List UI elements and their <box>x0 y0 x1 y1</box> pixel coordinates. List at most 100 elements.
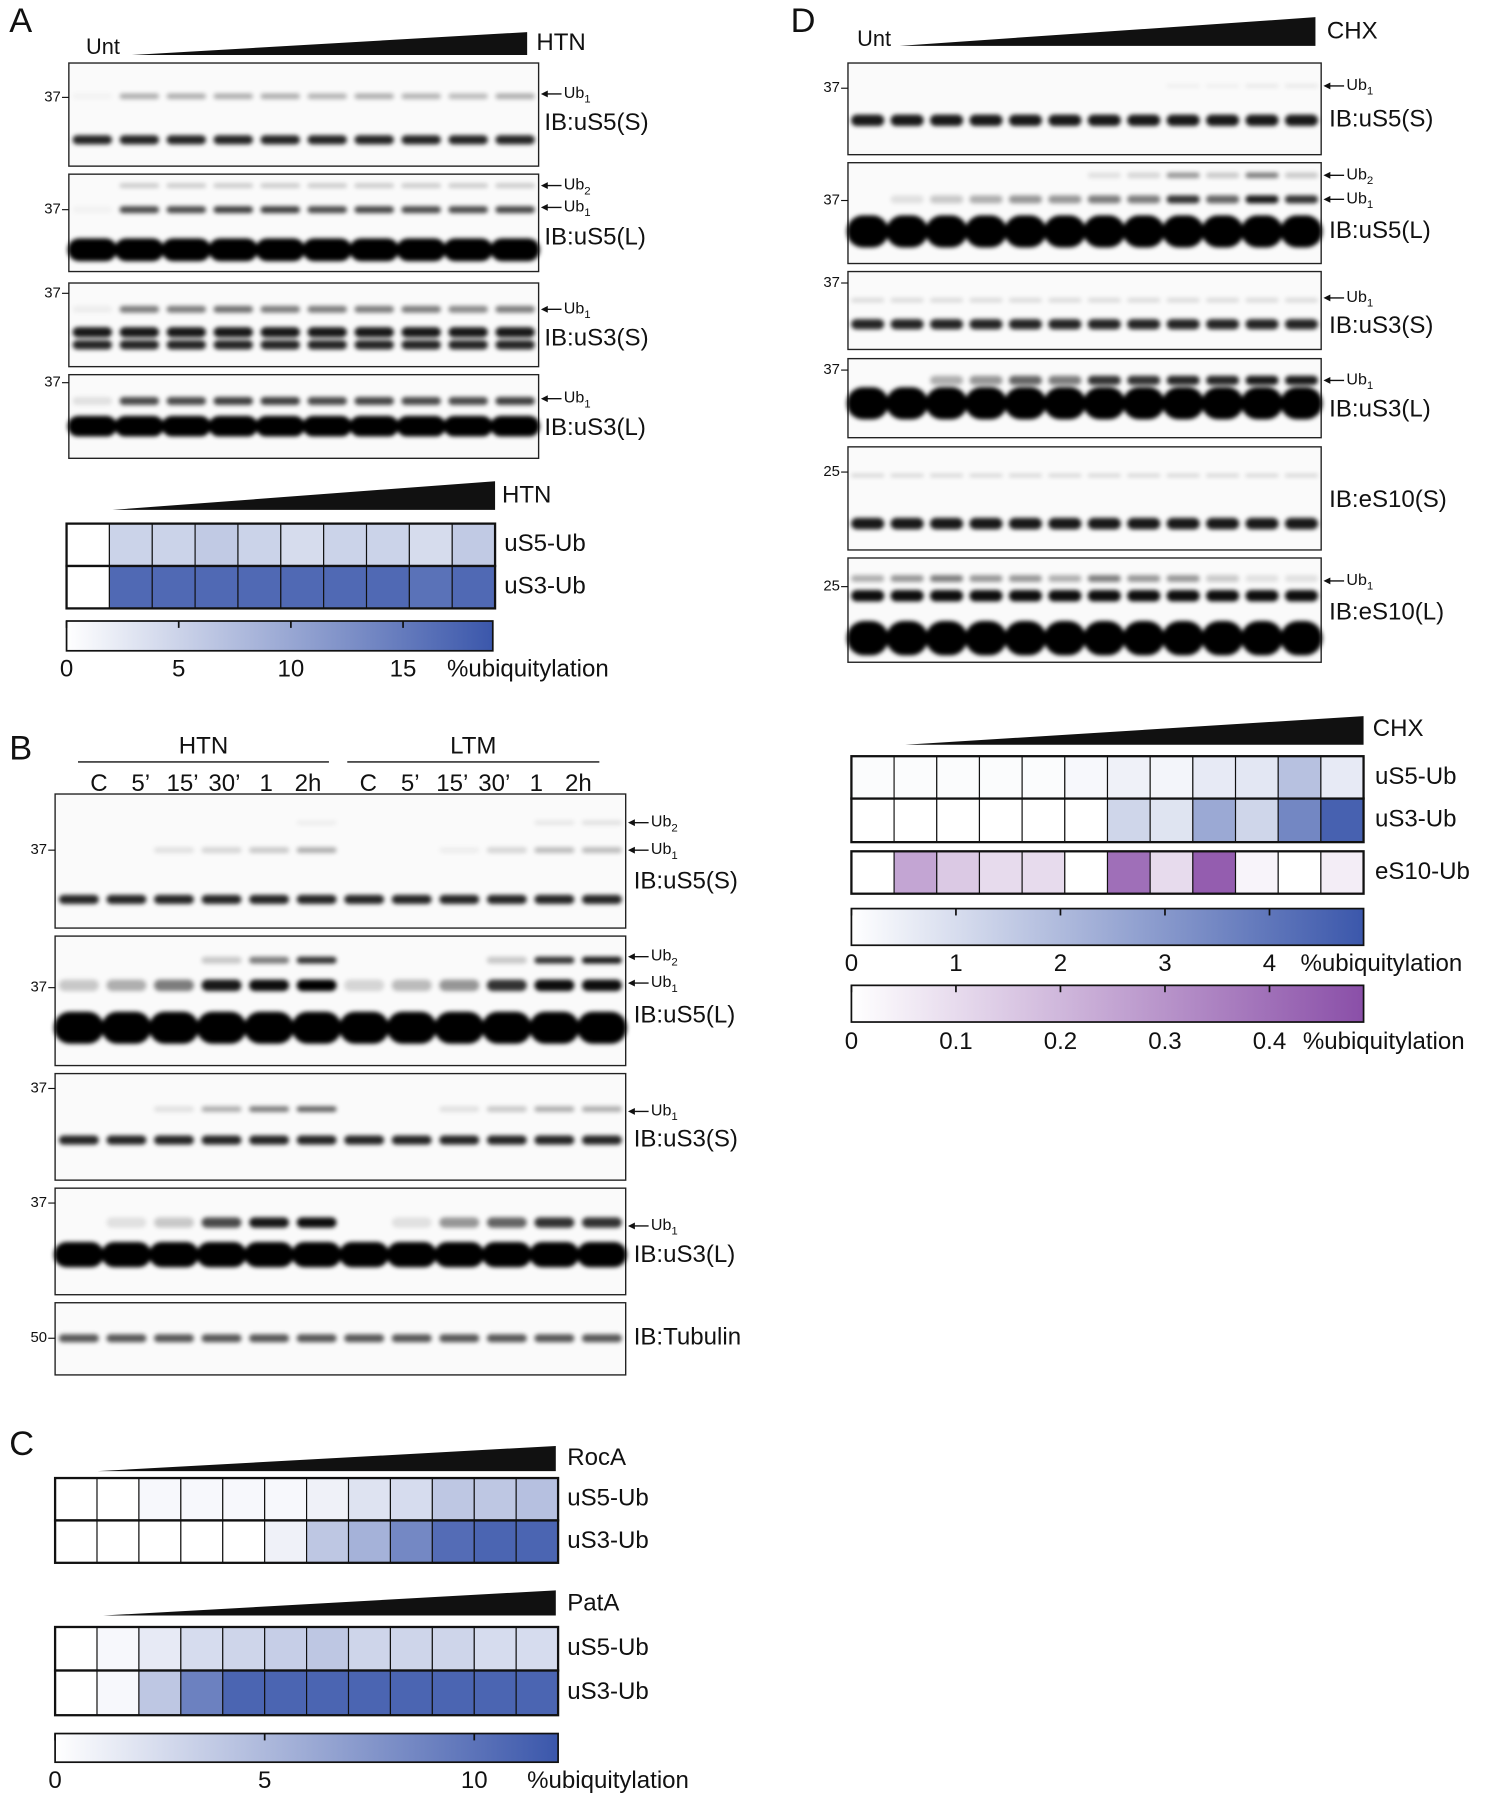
heatmap-cell <box>451 523 496 567</box>
heatmap-cell <box>108 565 153 609</box>
molecular-weight: 37 <box>31 980 48 996</box>
band <box>1284 195 1319 204</box>
concentration-wedge <box>905 716 1364 745</box>
heatmap-cell <box>96 1519 140 1564</box>
band <box>581 820 622 825</box>
molecular-weight: 37 <box>31 842 48 858</box>
band <box>114 415 164 437</box>
band <box>925 621 968 656</box>
band <box>154 1334 194 1343</box>
row-label: uS3-Ub <box>567 1678 649 1705</box>
marker-arrowhead <box>627 979 635 987</box>
band <box>201 1334 242 1343</box>
band <box>154 1106 194 1112</box>
band <box>260 93 300 100</box>
blot-bands <box>851 84 1319 127</box>
lane-label: 30’ <box>478 770 510 797</box>
band <box>1241 387 1283 420</box>
band <box>929 319 964 330</box>
western-blot <box>67 173 540 273</box>
heatmap-cell <box>978 850 1023 895</box>
ub-base: Ub <box>651 947 672 965</box>
band <box>53 1242 104 1268</box>
western-blot <box>846 162 1323 265</box>
band <box>213 206 253 214</box>
heatmap-cell <box>347 1519 392 1564</box>
lane-label: 1 <box>530 770 543 797</box>
band <box>1245 84 1279 88</box>
heatmap-cell <box>1149 798 1194 843</box>
heatmap-cell <box>138 1519 182 1564</box>
heatmap-cell <box>389 1519 433 1564</box>
heatmap-cell <box>1192 850 1237 895</box>
band <box>260 397 300 406</box>
blot-bands <box>58 820 622 905</box>
heatmap-cell <box>96 1626 140 1672</box>
band <box>58 1334 99 1343</box>
antibody-label: IB:uS3(L) <box>544 414 646 441</box>
ub-base: Ub <box>564 176 585 194</box>
molecular-weight: 37 <box>823 192 840 208</box>
row-label: uS5-Ub <box>567 1634 649 1661</box>
band <box>166 327 207 338</box>
band <box>354 93 394 100</box>
band <box>166 135 207 145</box>
blot-frame <box>68 282 540 368</box>
band <box>448 397 488 406</box>
band <box>196 1242 247 1268</box>
band <box>581 847 622 854</box>
band <box>1206 84 1240 88</box>
band <box>851 319 885 330</box>
band <box>58 979 99 992</box>
heatmap-cell <box>1021 850 1066 895</box>
antibody-label: IB:uS5(L) <box>634 1002 736 1029</box>
band <box>354 183 394 188</box>
band <box>201 956 242 964</box>
lane-label: C <box>90 770 107 797</box>
colorbar-tick-label: 5 <box>172 656 185 683</box>
band <box>529 1242 580 1268</box>
band <box>1043 215 1086 248</box>
band <box>201 1135 242 1145</box>
band <box>1048 297 1082 303</box>
band <box>260 305 300 313</box>
band <box>401 305 441 313</box>
band <box>1245 319 1279 330</box>
band <box>448 340 488 350</box>
band <box>851 114 885 127</box>
heatmap-cell <box>347 1626 392 1672</box>
ub-marker: Ub1 <box>564 84 591 106</box>
colorbar-tick-label: 0.1 <box>939 1028 972 1055</box>
band <box>1087 517 1121 530</box>
ub-marker: Ub1 <box>564 300 591 322</box>
ub-sub: 2 <box>671 822 677 834</box>
band <box>890 195 924 204</box>
band <box>886 215 928 248</box>
colorbar-tick-label: 2 <box>1054 950 1067 977</box>
band <box>296 1106 337 1112</box>
band <box>1166 319 1200 330</box>
band <box>260 183 300 188</box>
band <box>1122 387 1165 420</box>
heatmap-cell <box>151 565 196 609</box>
band <box>296 820 337 825</box>
band <box>1284 517 1319 530</box>
ub-base: Ub <box>564 84 585 102</box>
band <box>929 114 964 127</box>
band <box>1004 621 1047 656</box>
band <box>354 305 394 313</box>
band <box>534 820 575 825</box>
marker-arrowhead <box>627 819 635 827</box>
ub-marker: Ub1 <box>1346 371 1373 393</box>
band <box>72 397 113 406</box>
treatment-label: HTN <box>536 29 585 56</box>
band <box>890 473 924 478</box>
band <box>1206 517 1240 530</box>
band <box>925 387 968 420</box>
heatmap-cell <box>54 1626 98 1672</box>
band <box>401 135 441 145</box>
blot-frame <box>54 935 627 1067</box>
band <box>534 1106 575 1112</box>
lane-label: 2h <box>295 770 322 797</box>
band <box>925 215 968 248</box>
